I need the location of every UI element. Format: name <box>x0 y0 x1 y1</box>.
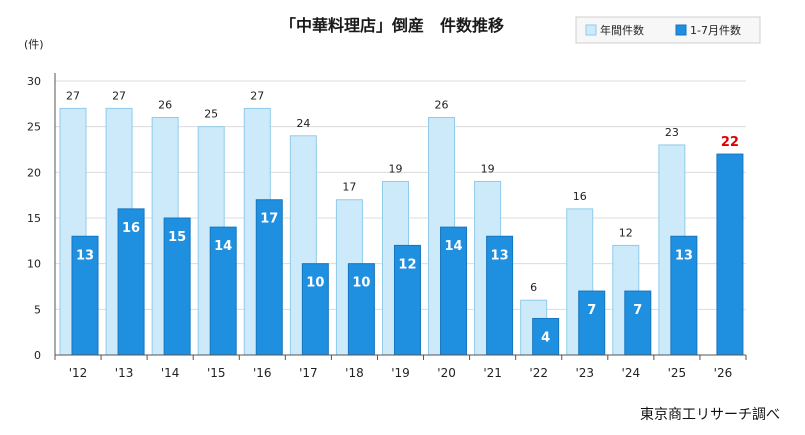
annual-value-label: 6 <box>530 281 537 294</box>
ytd-value-label: 14 <box>214 239 232 254</box>
x-tick-label: '13 <box>115 366 134 380</box>
x-tick-label: '15 <box>207 366 226 380</box>
x-tick-label: '19 <box>391 366 410 380</box>
y-tick-label: 15 <box>27 212 41 225</box>
x-tick-label: '26 <box>714 366 733 380</box>
ytd-bar <box>716 153 744 356</box>
chart-title: 「中華料理店」倒産 件数推移 <box>280 16 504 35</box>
ytd-value-label: 13 <box>675 248 693 263</box>
y-tick-label: 25 <box>27 121 41 134</box>
source-note: 東京商工リサーチ調べ <box>640 407 780 423</box>
annual-value-label: 26 <box>435 99 449 112</box>
annual-value-label: 23 <box>665 126 679 139</box>
axes <box>54 73 747 360</box>
ytd-value-label: 14 <box>444 239 462 254</box>
ytd-bar <box>163 217 191 356</box>
legend: 年間件数 1-7月件数 <box>575 16 761 44</box>
ytd-bar <box>624 290 652 356</box>
x-tick-label: '21 <box>483 366 502 380</box>
ytd-value-label: 10 <box>352 276 370 291</box>
x-tick-label: '25 <box>668 366 687 380</box>
ytd-bar <box>301 263 329 356</box>
legend-label-annual: 年間件数 <box>600 23 644 37</box>
ytd-value-label: 13 <box>76 248 94 263</box>
annual-value-label: 26 <box>158 99 172 112</box>
legend-swatch-annual <box>585 24 597 36</box>
annual-value-label: 27 <box>66 89 80 102</box>
annual-value-label: 12 <box>619 226 633 239</box>
ytd-value-label: 17 <box>260 212 278 227</box>
ytd-bar <box>670 235 698 356</box>
ytd-bar <box>440 226 468 356</box>
x-tick-label: '16 <box>253 366 272 380</box>
annual-value-label: 25 <box>204 108 218 121</box>
legend-label-ytd: 1-7月件数 <box>690 24 741 37</box>
x-tick-label: '14 <box>161 366 180 380</box>
highlight-value-label: 22 <box>721 135 739 150</box>
ytd-value-label: 7 <box>633 303 642 318</box>
ytd-bar <box>486 235 514 356</box>
bars <box>59 107 744 356</box>
annual-value-label: 27 <box>112 89 126 102</box>
ytd-bar <box>209 226 237 356</box>
legend-swatch-ytd <box>675 24 687 36</box>
ytd-value-label: 7 <box>587 303 596 318</box>
x-tick-label: '17 <box>299 366 318 380</box>
ytd-value-label: 10 <box>306 276 324 291</box>
ytd-bar <box>117 208 145 356</box>
ytd-bar <box>578 290 606 356</box>
ytd-bar <box>255 199 283 356</box>
x-tick-label: '24 <box>622 366 641 380</box>
x-tick-label: '23 <box>575 366 594 380</box>
y-tick-label: 10 <box>27 258 41 271</box>
ytd-value-label: 13 <box>491 248 509 263</box>
ytd-value-label: 4 <box>541 330 550 345</box>
annual-value-label: 17 <box>342 181 356 194</box>
annual-value-label: 27 <box>250 89 264 102</box>
ytd-bar <box>71 235 99 356</box>
legend-box <box>575 16 761 44</box>
ytd-bar <box>347 263 375 356</box>
annual-value-label: 19 <box>481 162 495 175</box>
annual-value-label: 19 <box>388 162 402 175</box>
y-axis-unit-label: (件) <box>24 38 44 51</box>
x-tick-label: '18 <box>345 366 364 380</box>
x-tick-label: '20 <box>437 366 456 380</box>
ytd-value-label: 12 <box>398 257 416 272</box>
x-tick-label: '12 <box>69 366 88 380</box>
labels: 0 5 10 15 20 25 30 27 13 '12 27 16 '13 26 15 '14 25 14 '15… <box>27 75 739 380</box>
x-tick-label: '22 <box>529 366 548 380</box>
annual-value-label: 16 <box>573 190 587 203</box>
y-tick-label: 5 <box>34 303 41 316</box>
y-tick-label: 20 <box>27 166 41 179</box>
ytd-bar <box>393 244 421 356</box>
ytd-bar <box>532 317 560 356</box>
annual-value-label: 24 <box>296 117 310 130</box>
y-tick-label: 30 <box>27 75 41 88</box>
y-tick-label: 0 <box>34 349 41 362</box>
ytd-value-label: 15 <box>168 230 186 245</box>
ytd-value-label: 16 <box>122 221 140 236</box>
